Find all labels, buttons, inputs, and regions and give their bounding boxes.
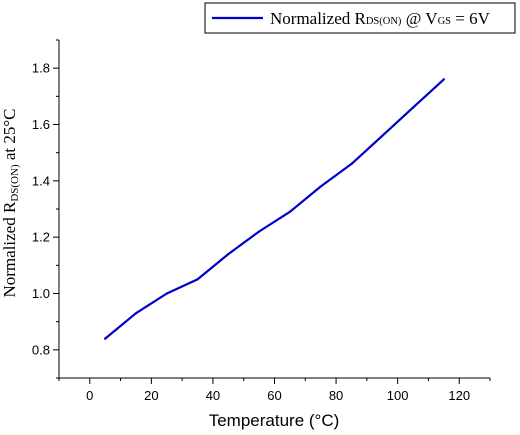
data-point — [319, 185, 322, 188]
y-axis-label-suffix: at 25°C — [0, 108, 19, 164]
x-tick-label: 40 — [206, 388, 220, 403]
series-line — [104, 78, 445, 340]
legend-label-sub1: DS(ON) — [366, 16, 402, 27]
y-axis-label: Normalized RDS(ON) at 25°C — [0, 108, 21, 297]
y-tick-label: 1.2 — [32, 230, 50, 245]
data-point — [411, 106, 415, 109]
data-point — [134, 312, 138, 315]
legend-label: Normalized RDS(ON) @ VGS = 6V — [270, 9, 491, 28]
data-point — [442, 78, 445, 81]
data-point — [288, 210, 291, 213]
legend-label-part1: Normalized R — [270, 9, 366, 28]
legend-label-part2: @ V — [401, 9, 438, 28]
x-tick-label: 80 — [329, 388, 343, 403]
y-axis-label-subscript: DS(ON) — [9, 164, 21, 202]
x-tick-label: 20 — [144, 388, 158, 403]
legend-label-part3: = 6V — [451, 9, 491, 28]
x-tick-label: 60 — [267, 388, 281, 403]
data-point — [165, 292, 168, 295]
data-point — [381, 134, 384, 137]
data-point — [227, 253, 230, 256]
y-tick-label: 0.8 — [32, 342, 50, 357]
y-axis-label-prefix: Normalized R — [0, 201, 19, 297]
x-tick-label: 120 — [448, 388, 470, 403]
y-ticks: 0.8 1.0 1.2 1.4 1.6 1.8 — [32, 39, 59, 379]
data-point — [258, 230, 261, 233]
data-point — [196, 278, 199, 281]
data-points — [104, 78, 445, 340]
x-ticks: 0 20 40 60 80 100 120 — [58, 378, 491, 403]
legend: Normalized RDS(ON) @ VGS = 6V — [204, 2, 516, 34]
series-group — [104, 78, 445, 340]
y-tick-label: 1.4 — [32, 173, 50, 188]
legend-label-sub2: GS — [438, 16, 452, 27]
y-tick-label: 1.0 — [32, 286, 50, 301]
y-tick-label: 1.6 — [32, 117, 50, 132]
x-tick-label: 100 — [387, 388, 409, 403]
x-tick-label: 0 — [86, 388, 93, 403]
data-point — [104, 337, 107, 340]
y-tick-label: 1.8 — [32, 61, 50, 76]
data-point — [350, 162, 353, 165]
x-axis-label: Temperature (°C) — [209, 411, 340, 430]
